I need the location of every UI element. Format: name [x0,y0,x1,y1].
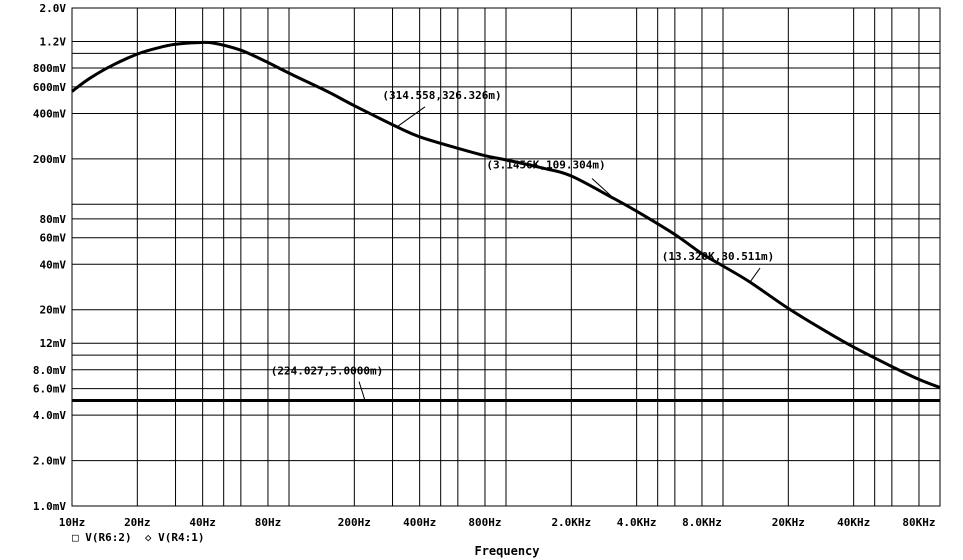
square-marker-icon: □ [72,531,79,544]
y-tick-label: 400mV [33,107,66,120]
annotation-label: (224.027,5.0000m) [271,365,384,378]
annotation-leader [396,106,426,128]
y-tick-label: 1.0mV [33,500,66,513]
annotation-label: (314.558,326.326m) [382,89,501,102]
plot-frame [71,7,941,507]
series-line-v-r6-2 [71,40,941,389]
y-tick-label: 6.0mV [33,383,66,396]
tick-labels: 10Hz 20Hz 40Hz 80Hz 200Hz 400Hz 800Hz 2.0KHz 4.0… [33,2,936,529]
legend: □ V(R6:2) ◇ V(R4:1) [72,531,204,544]
annotations: (314.558,326.326m) (3.1456K,109.304m) (13.… [271,89,775,401]
legend-item-v-r4-1: ◇ V(R4:1) [145,531,205,544]
annotation-leader [749,267,761,283]
y-tick-label: 2.0mV [33,455,66,468]
y-tick-label: 12mV [40,337,67,350]
x-axis-title: Frequency [474,544,540,558]
y-tick-label: 600mV [33,81,66,94]
legend-label: V(R6:2) [85,531,132,544]
diamond-marker-icon: ◇ [144,531,152,544]
annotation-label: (13.320K,30.511m) [662,250,775,263]
y-tick-label: 60mV [40,232,67,245]
x-tick-label: 400Hz [403,516,436,529]
annotation-label: (3.1456K,109.304m) [486,158,605,171]
y-tick-label: 80mV [40,213,67,226]
x-tick-label: 80KHz [902,516,935,529]
y-tick-label: 8.0mV [33,364,66,377]
annotation-leader [591,178,615,199]
x-tick-label: 40Hz [189,516,216,529]
grid-lines [71,7,940,507]
x-tick-label: 80Hz [255,516,282,529]
series-lines [71,40,941,403]
y-tick-label: 2.0V [40,2,67,15]
annotation-leader [358,381,366,401]
y-tick-label: 40mV [40,258,67,271]
x-tick-label: 20KHz [772,516,805,529]
x-tick-label: 200Hz [338,516,371,529]
x-tick-label: 40KHz [837,516,870,529]
x-tick-label: 20Hz [124,516,151,529]
legend-label: V(R4:1) [158,531,205,544]
y-tick-label: 800mV [33,62,66,75]
x-tick-label: 4.0KHz [617,516,657,529]
y-tick-label: 1.2V [40,35,67,48]
y-tick-label: 200mV [33,153,66,166]
x-tick-label: 2.0KHz [551,516,591,529]
legend-item-v-r6-2: □ V(R6:2) [72,531,132,544]
x-tick-label: 800Hz [468,516,501,529]
y-tick-label: 4.0mV [33,409,66,422]
x-tick-label: 10Hz [59,516,86,529]
x-tick-label: 8.0KHz [682,516,722,529]
y-tick-label: 20mV [40,304,67,317]
